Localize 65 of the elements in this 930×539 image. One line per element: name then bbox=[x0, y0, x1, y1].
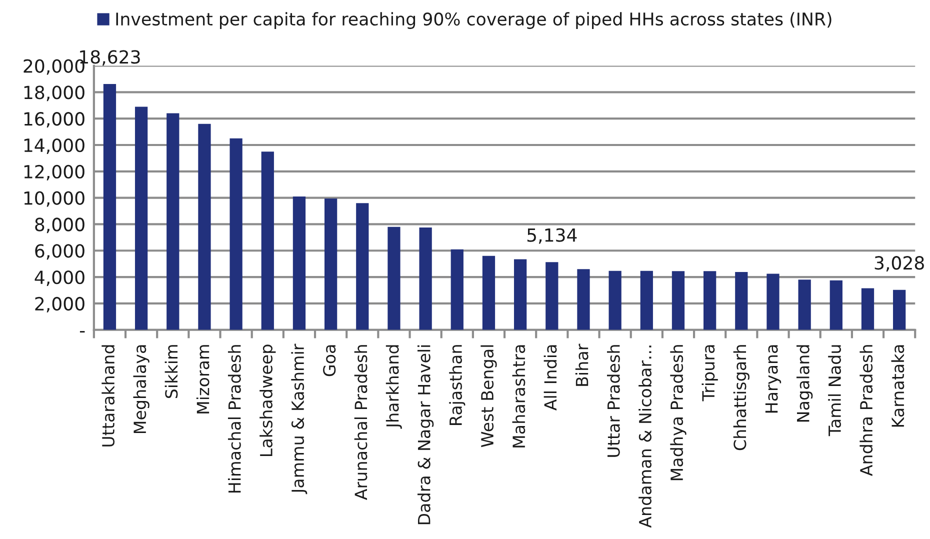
bar bbox=[134, 106, 148, 330]
y-tick-label: 16,000 bbox=[24, 112, 84, 128]
bar bbox=[766, 274, 780, 330]
bar bbox=[577, 269, 590, 330]
x-tick-label: Goa bbox=[323, 345, 336, 376]
bar bbox=[261, 152, 274, 330]
x-tick-label: Uttarakhand bbox=[102, 345, 115, 446]
x-tick-label: Nagaland bbox=[796, 345, 813, 422]
x-tick-label: Chhattisgarh bbox=[733, 345, 750, 450]
bar bbox=[450, 249, 464, 330]
y-tick-label: 2,000 bbox=[35, 296, 84, 312]
x-tick-label: All India bbox=[544, 345, 557, 410]
bar bbox=[103, 84, 116, 330]
x-tick-label: Andhra Pradesh bbox=[860, 345, 873, 476]
y-tick-label: 6,000 bbox=[35, 244, 84, 260]
x-tick-label: Madhya Pradesh bbox=[670, 345, 686, 480]
x-tick-label: Himachal Pradesh bbox=[228, 345, 241, 493]
x-tick-label: West Bengal bbox=[480, 345, 497, 448]
bar bbox=[546, 262, 558, 330]
bar bbox=[608, 270, 622, 330]
y-tick-label: 10,000 bbox=[24, 191, 84, 207]
data-label: 3,028 bbox=[874, 256, 924, 272]
y-tick-label: 18,000 bbox=[24, 86, 84, 102]
bar bbox=[482, 256, 496, 330]
bar bbox=[198, 124, 211, 330]
bar bbox=[356, 203, 369, 330]
bar bbox=[230, 138, 242, 330]
x-tick-label: Andaman & Nicobar… bbox=[638, 346, 652, 528]
bar bbox=[640, 270, 653, 330]
bar bbox=[292, 196, 306, 330]
bar bbox=[324, 198, 338, 330]
x-tick-label: Meghalaya bbox=[133, 345, 150, 434]
bar bbox=[166, 113, 180, 330]
x-tick-label: Lakshadweep bbox=[260, 344, 276, 456]
x-tick-label: Mizoram bbox=[196, 345, 210, 414]
x-tick-label: Rajasthan bbox=[449, 345, 466, 425]
bar bbox=[704, 271, 716, 330]
x-tick-label: Jharkhand bbox=[386, 345, 402, 429]
y-tick-label: 14,000 bbox=[24, 138, 84, 154]
x-tick-label: Arunachal Pradesh bbox=[354, 345, 368, 500]
x-tick-label: Dadra & Nagar Haveli bbox=[418, 345, 434, 524]
bar bbox=[861, 288, 874, 330]
legend-label: Investment per capita for reaching 90% coverage of piped HHs across states (INR) bbox=[116, 12, 832, 29]
y-tick-label: 4,000 bbox=[34, 270, 84, 286]
bar bbox=[735, 272, 748, 330]
bar bbox=[388, 226, 400, 330]
x-tick-label: Karnataka bbox=[891, 345, 904, 427]
x-tick-label: Bihar bbox=[575, 344, 588, 386]
x-tick-label: Haryana bbox=[765, 345, 782, 413]
x-tick-label: Uttar Pradesh bbox=[607, 345, 620, 457]
data-label: 5,134 bbox=[527, 228, 577, 244]
y-tick-label: 8,000 bbox=[35, 218, 84, 234]
bar bbox=[798, 280, 811, 330]
bar bbox=[830, 280, 842, 330]
x-tick-label: Maharashtra bbox=[512, 345, 526, 448]
x-tick-label: Sikkim bbox=[164, 345, 178, 398]
bar bbox=[419, 228, 432, 330]
x-tick-label: Jammu & Kashmir bbox=[291, 344, 308, 494]
bar bbox=[893, 290, 906, 330]
x-tick-label: Tamil Nadu bbox=[828, 345, 841, 436]
y-tick-label: 12,000 bbox=[24, 164, 84, 180]
x-tick-label: Tripura bbox=[702, 345, 718, 402]
bar bbox=[514, 259, 527, 330]
bar bbox=[672, 271, 685, 330]
y-tick-label: - bbox=[80, 331, 85, 333]
